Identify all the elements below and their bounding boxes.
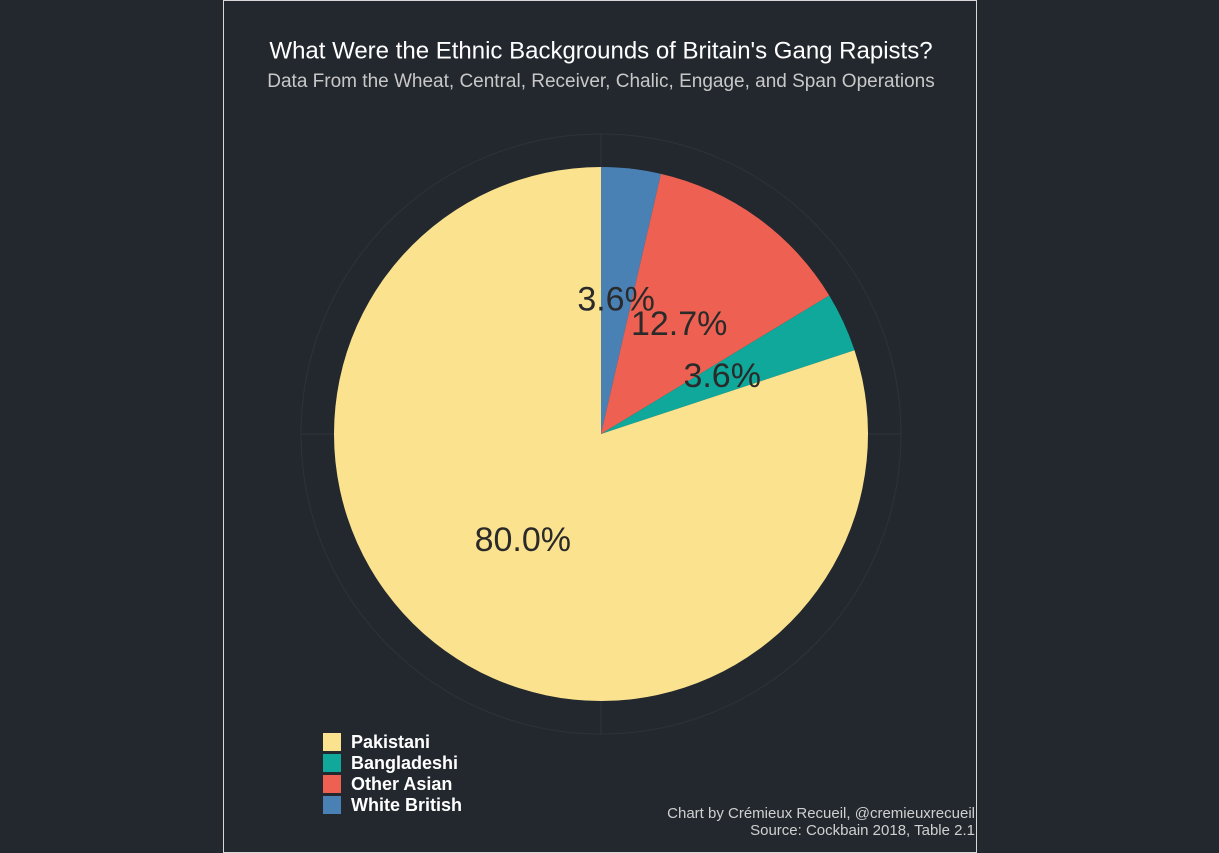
caption: Chart by Crémieux Recueil, @cremieuxrecu… [667, 805, 975, 822]
chart-subtitle: Data From the Wheat, Central, Receiver, … [267, 71, 934, 92]
data-label: 3.6% [683, 357, 761, 395]
legend-swatch [323, 775, 341, 793]
data-label: 80.0% [475, 521, 571, 559]
caption: Source: Cockbain 2018, Table 2.1 [750, 822, 975, 839]
legend-swatch [323, 733, 341, 751]
data-label: 12.7% [631, 305, 727, 343]
pie-slice [601, 295, 855, 434]
pie-slice [601, 173, 830, 435]
legend-label: Other Asian [351, 774, 452, 794]
legend-label: Bangladeshi [351, 753, 458, 773]
pie-slice [601, 167, 661, 434]
legend-swatch [323, 796, 341, 814]
legend-label: White British [351, 795, 462, 815]
legend-label: Pakistani [351, 732, 430, 752]
data-label: 3.6% [577, 280, 655, 318]
pie-slice [334, 167, 868, 702]
legend-swatch [323, 754, 341, 772]
chart-title: What Were the Ethnic Backgrounds of Brit… [269, 37, 932, 64]
